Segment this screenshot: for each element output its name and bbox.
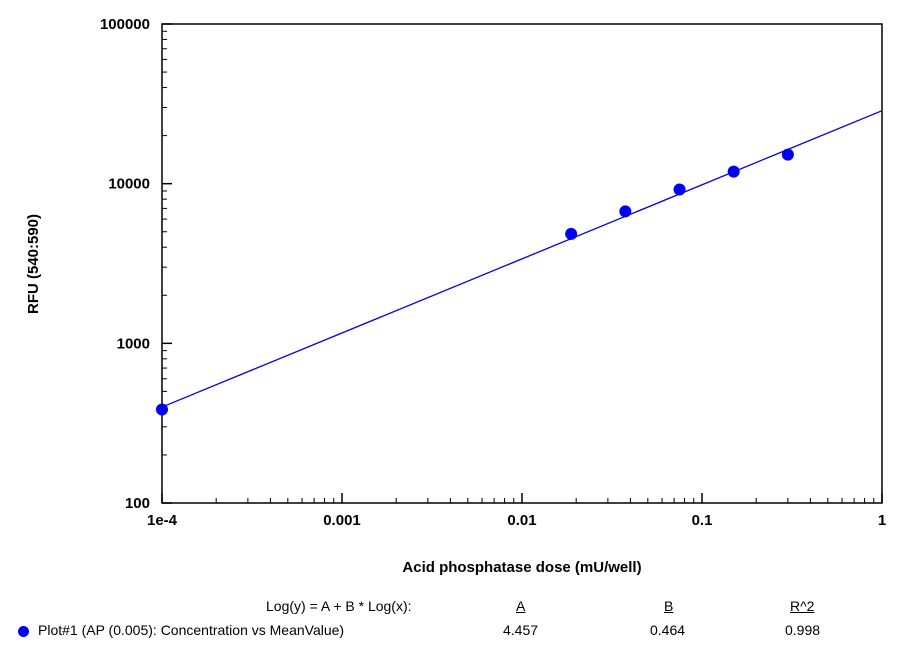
y-axis-title: RFU (540:590) [25, 214, 42, 314]
plot-area-frame [161, 23, 883, 504]
x-tick-label: 1 [878, 512, 886, 529]
x-tick-label: 0.001 [323, 512, 361, 529]
ticks: 1e-4 0.001 0.01 0.1 1 100 1000 10000 100000 [100, 16, 886, 529]
fit-line [161, 110, 883, 408]
y-tick-label: 100 [125, 495, 150, 512]
fit-results-panel: Log(y) = A + B * Log(x): A B R^2 Plot#1 … [0, 594, 910, 654]
data-point [781, 148, 794, 161]
fit-value-a: 4.457 [503, 622, 539, 638]
data-point [727, 165, 740, 178]
y-tick-label: 100000 [100, 16, 150, 33]
legend-series-label: Plot#1 (AP (0.005): Concentration vs Mea… [38, 622, 345, 638]
y-tick-label: 1000 [117, 335, 150, 352]
fit-value-b: 0.464 [650, 622, 686, 638]
data-points [156, 148, 794, 416]
y-tick-label: 10000 [108, 176, 150, 193]
legend-marker-icon [18, 626, 29, 637]
data-point [156, 403, 168, 416]
fit-equation-label: Log(y) = A + B * Log(x): [266, 598, 412, 614]
data-point [673, 183, 686, 196]
fit-header-b: B [664, 598, 674, 614]
x-axis-title: Acid phosphatase dose (mU/well) [402, 559, 641, 576]
fit-line-group [161, 110, 883, 408]
data-point [565, 227, 578, 240]
x-tick-label: 1e-4 [147, 512, 178, 529]
fit-value-r2: 0.998 [785, 622, 821, 638]
chart: 1e-4 0.001 0.01 0.1 1 100 1000 10000 100000 Acid… [25, 16, 886, 576]
x-tick-label: 0.1 [692, 512, 713, 529]
axes [161, 23, 883, 504]
data-point [619, 205, 632, 218]
x-tick-label: 0.01 [507, 512, 536, 529]
fit-header-a: A [516, 598, 526, 614]
fit-header-r2: R^2 [790, 598, 815, 614]
